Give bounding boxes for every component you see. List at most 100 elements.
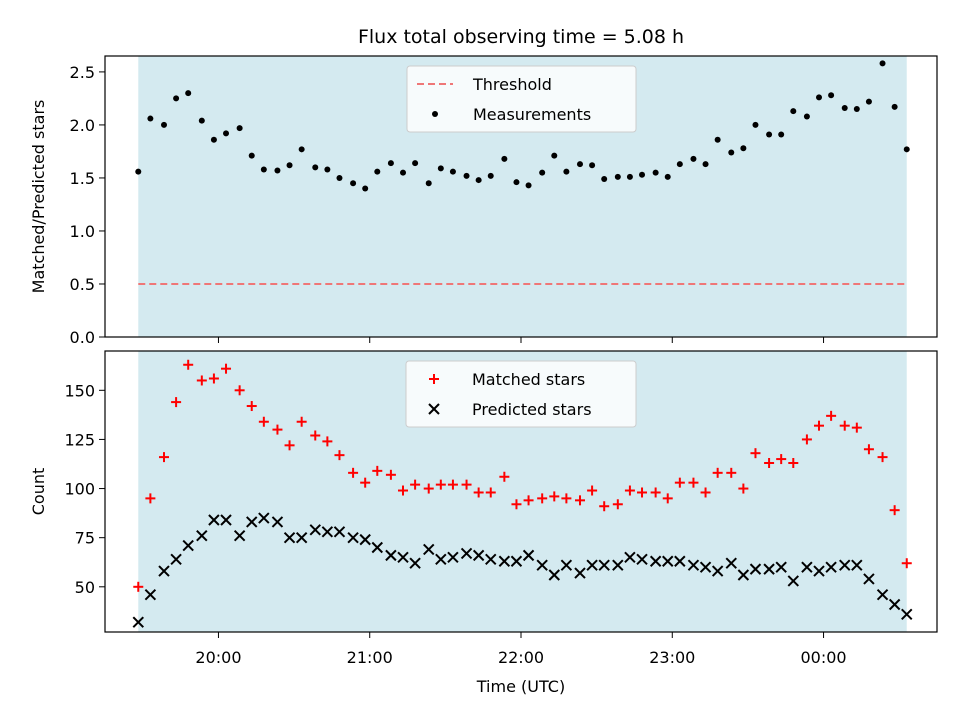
predicted-star-marker (208, 514, 220, 526)
matched-star-marker (700, 487, 711, 498)
predicted-star-marker (687, 559, 700, 571)
predicted-star-marker (472, 549, 485, 562)
measurement-point (286, 162, 293, 169)
measurement-point (400, 169, 407, 176)
matched-star-marker (637, 487, 648, 498)
matched-star-marker (246, 401, 257, 412)
matched-star-marker (296, 416, 307, 427)
matched-star-marker (398, 485, 409, 496)
measurement-point (223, 130, 230, 137)
predicted-star-marker (662, 555, 674, 567)
predicted-star-marker (560, 559, 573, 571)
legend-box (406, 65, 637, 133)
measurement-point (475, 177, 482, 184)
measurement-point (374, 168, 381, 175)
predicted-star-marker (132, 616, 144, 628)
measurement-point (298, 146, 305, 153)
measurement-point (449, 168, 456, 175)
matched-star-marker (561, 493, 572, 504)
bottom-panel: 50 75 100 125 150 20:00 21:00 22:00 23:00 00:00 Co… (29, 350, 938, 667)
matched-star-marker (537, 493, 548, 504)
predicted-star-marker (485, 553, 497, 566)
measurement-point (387, 160, 394, 167)
measurement-point (903, 146, 910, 153)
legend-predicted-swatch (428, 403, 440, 415)
matched-star-marker (764, 458, 775, 469)
predicted-star-marker (510, 555, 523, 567)
measurement-point (437, 165, 444, 172)
predicted-star-marker (220, 514, 232, 526)
y-tick-label: 150 (64, 381, 95, 400)
matched-star-marker (158, 452, 169, 463)
measurement-point (551, 152, 558, 159)
matched-star-marker (788, 458, 799, 469)
matched-star-marker (348, 467, 359, 478)
predicted-star-marker (749, 563, 762, 575)
measurement-point (652, 169, 659, 176)
matched-star-marker (662, 493, 673, 504)
measurement-point (185, 90, 192, 97)
measurement-point (425, 180, 432, 187)
predicted-star-marker (498, 555, 511, 567)
predicted-star-marker (737, 569, 750, 581)
x-tick-label: 22:00 (498, 648, 544, 667)
predicted-star-marker (144, 588, 157, 601)
matched-star-marker (688, 477, 699, 488)
measurement-point (210, 136, 217, 143)
x-axis-title: Time (UTC) (476, 677, 565, 696)
measurement-point (350, 180, 357, 187)
y-tick-label: 125 (64, 430, 95, 449)
predicted-star-marker (674, 555, 686, 567)
measurement-point (160, 121, 167, 128)
matched-star-marker (133, 581, 144, 592)
predicted-star-marker (447, 551, 459, 564)
measurement-point (614, 173, 621, 180)
measurement-point (879, 60, 886, 67)
y-axis-title: Matched/Predicted stars (29, 100, 48, 294)
matched-star-marker (574, 495, 585, 506)
predicted-star-marker (321, 526, 334, 538)
matched-star-marker (423, 483, 434, 494)
predicted-star-marker (397, 551, 409, 564)
predicted-star-marker (586, 559, 598, 571)
matched-star-marker (814, 420, 825, 431)
y-tick-label: 0.5 (70, 275, 95, 294)
measurement-point (198, 117, 205, 124)
measurement-point (816, 94, 823, 101)
predicted-star-marker (170, 553, 182, 566)
predicted-star-marker (813, 565, 825, 577)
x-tick-label: 00:00 (800, 648, 846, 667)
measurement-point (539, 169, 546, 176)
predicted-star-marker (624, 551, 636, 564)
measurement-point (362, 185, 369, 192)
matched-star-marker (712, 467, 723, 478)
measurement-point (501, 155, 508, 162)
predicted-star-marker (158, 565, 170, 577)
measurement-point (664, 173, 671, 180)
measurement-point (135, 168, 142, 175)
predicted-star-marker (258, 512, 270, 524)
legend-label: Matched stars (472, 370, 585, 389)
predicted-star-marker (371, 541, 383, 554)
y-tick-label: 1.0 (70, 222, 95, 241)
y-tick-label: 75 (75, 529, 95, 548)
measurement-point (336, 174, 343, 181)
matched-star-marker (726, 467, 737, 478)
matched-star-marker (385, 469, 396, 480)
measurement-point (626, 173, 633, 180)
measurement-point (236, 125, 243, 132)
matched-star-marker (839, 420, 850, 431)
predicted-star-marker (435, 553, 447, 566)
matched-star-marker (523, 495, 534, 506)
measurement-point (828, 92, 835, 99)
x-tick-label: 21:00 (347, 648, 393, 667)
predicted-star-marker (801, 561, 813, 573)
measurement-point (576, 161, 583, 168)
matched-star-marker (624, 485, 635, 496)
matched-star-marker (310, 430, 321, 441)
predicted-star-marker (385, 549, 397, 562)
measurement-point (601, 176, 608, 183)
measurement-point (525, 182, 532, 189)
legend-matched-swatch (429, 374, 439, 384)
predicted-star-marker (598, 559, 610, 571)
